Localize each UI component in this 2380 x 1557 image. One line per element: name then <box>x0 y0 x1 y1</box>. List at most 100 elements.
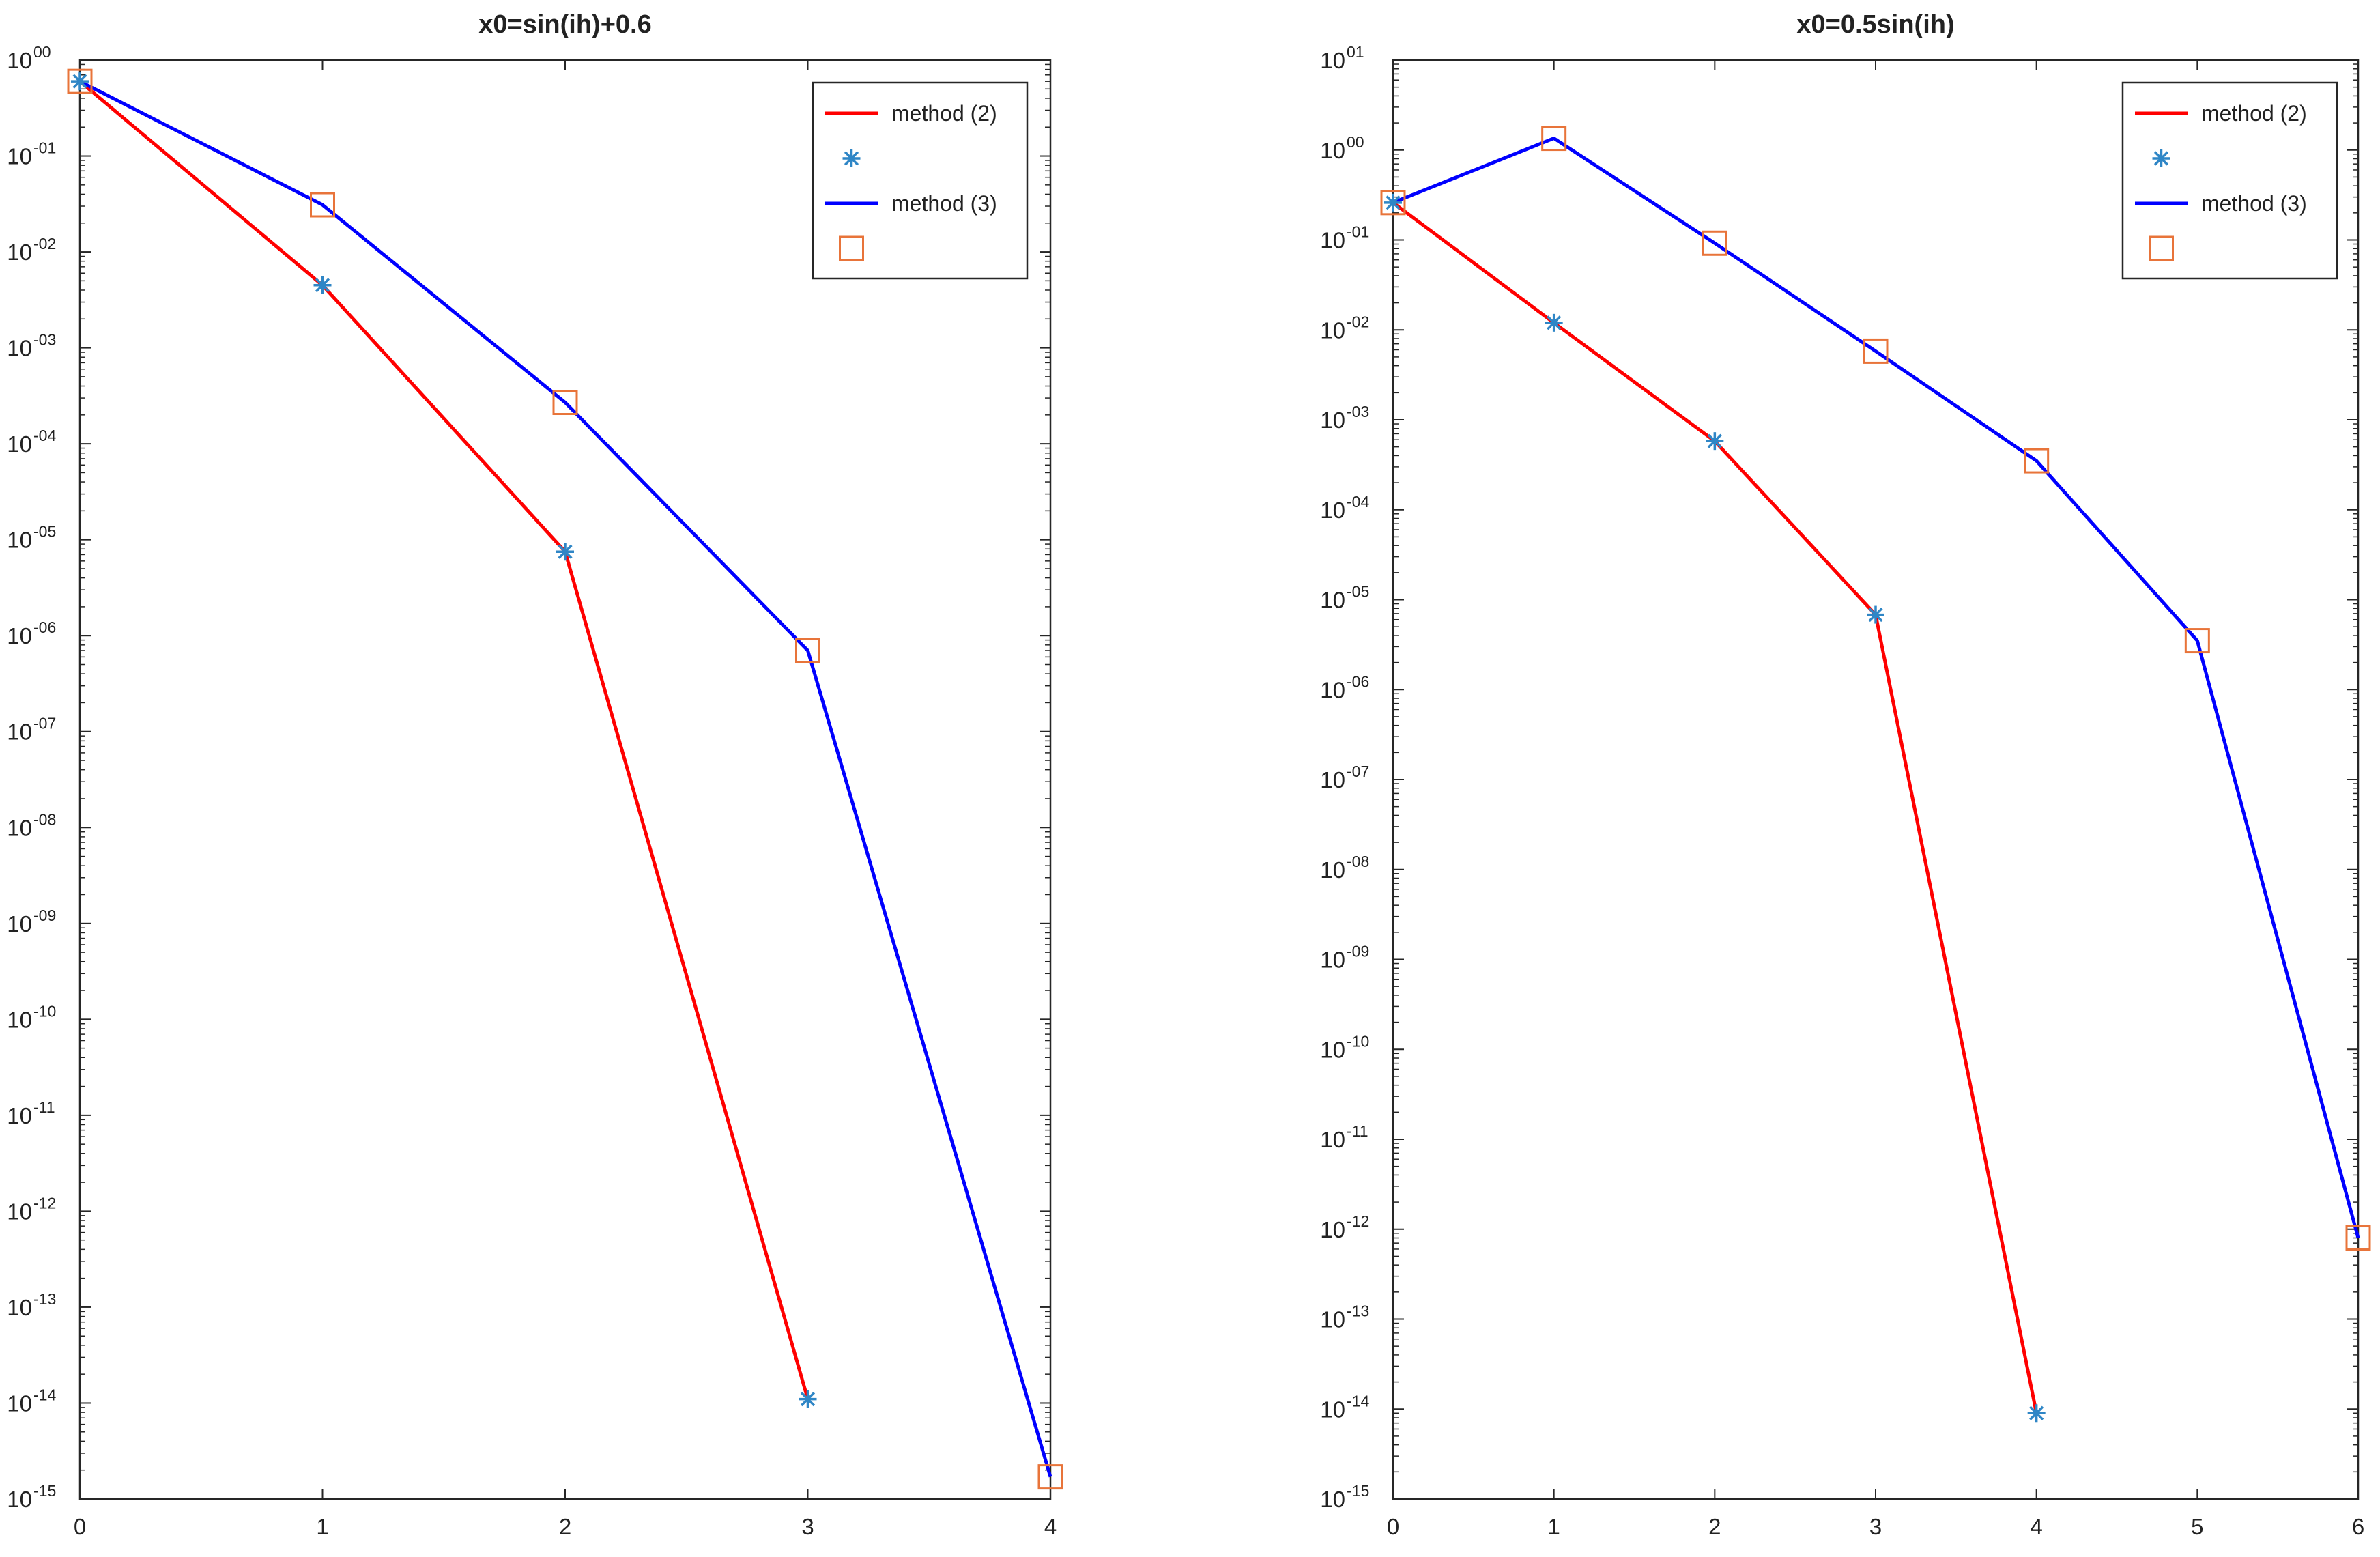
y-tick-label: 10 <box>1320 138 1345 163</box>
y-tick-base: 10 <box>1320 138 1345 163</box>
square-marker <box>795 638 820 663</box>
square-marker <box>1380 190 1406 216</box>
y-tick-exponent: -06 <box>33 618 56 636</box>
y-tick-base: 10 <box>7 336 32 361</box>
series-line-method-3 <box>78 79 1052 1478</box>
x-tick-label: 1 <box>1547 1514 1560 1539</box>
legend-label: method (3) <box>891 191 997 216</box>
y-tick-label: 10 <box>7 1007 32 1032</box>
y-tick-label: 10 <box>7 144 32 169</box>
y-tick-label: 10 <box>1320 228 1345 253</box>
square-marker <box>1702 230 1727 256</box>
asterisk-marker <box>71 72 89 91</box>
y-tick-base: 10 <box>7 431 32 457</box>
y-tick-base: 10 <box>7 48 32 73</box>
y-tick-exponent: -07 <box>1347 762 1369 780</box>
y-tick-label: 10 <box>7 431 32 457</box>
y-tick-base: 10 <box>1320 1217 1345 1242</box>
y-tick-exponent: -05 <box>1347 583 1369 601</box>
x-tick-label: 5 <box>2191 1514 2203 1539</box>
y-tick-label: 10 <box>7 1103 32 1128</box>
square-marker <box>1541 126 1567 152</box>
y-tick-base: 10 <box>7 1390 32 1416</box>
y-tick-exponent: -10 <box>33 1002 56 1020</box>
series-line-method-2 <box>1392 201 2039 1414</box>
y-tick-base: 10 <box>1320 1037 1345 1062</box>
x-tick-label: 6 <box>2352 1514 2364 1539</box>
y-tick-base: 10 <box>1320 947 1345 973</box>
y-tick-label: 10 <box>1320 408 1345 433</box>
y-tick-exponent: -01 <box>1347 223 1369 241</box>
x-tick-label: 3 <box>1869 1514 1882 1539</box>
square-marker <box>2024 448 2050 474</box>
y-tick-base: 10 <box>7 1007 32 1032</box>
x-tick-label: 0 <box>74 1514 86 1539</box>
y-tick-base: 10 <box>7 911 32 937</box>
y-tick-base: 10 <box>7 144 32 169</box>
y-tick-label: 10 <box>1320 1487 1345 1512</box>
y-tick-label: 10 <box>1320 588 1345 613</box>
y-tick-label: 10 <box>7 815 32 840</box>
y-tick-exponent: -02 <box>1347 313 1369 330</box>
y-tick-exponent: -05 <box>33 523 56 541</box>
y-tick-exponent: -08 <box>1347 853 1369 870</box>
asterisk-marker <box>1545 313 1563 332</box>
y-tick-base: 10 <box>7 1103 32 1128</box>
y-tick-exponent: -02 <box>33 235 56 253</box>
y-tick-exponent: -13 <box>1347 1302 1369 1320</box>
series-line-method-2 <box>78 80 809 1400</box>
square-marker <box>2345 1225 2371 1251</box>
x-tick-label: 4 <box>1044 1514 1057 1539</box>
asterisk-marker <box>1384 193 1402 212</box>
x-tick-label: 4 <box>2030 1514 2042 1539</box>
legend-square-swatch <box>2149 235 2174 261</box>
x-tick-label: 2 <box>559 1514 571 1539</box>
y-tick-base: 10 <box>1320 857 1345 883</box>
chart-title: x0=sin(ih)+0.6 <box>478 10 651 39</box>
y-tick-label: 10 <box>7 48 32 73</box>
y-tick-exponent: -03 <box>33 331 56 349</box>
square-marker <box>1863 338 1889 364</box>
square-marker <box>310 192 335 218</box>
y-tick-base: 10 <box>1320 588 1345 613</box>
y-tick-base: 10 <box>1320 767 1345 792</box>
legend-label: method (3) <box>2201 191 2307 216</box>
y-tick-label: 10 <box>7 528 32 553</box>
legend-label: method (2) <box>2201 101 2307 126</box>
asterisk-marker <box>313 276 332 294</box>
y-tick-base: 10 <box>7 623 32 648</box>
y-tick-exponent: -04 <box>33 427 56 444</box>
y-tick-label: 10 <box>1320 1127 1345 1152</box>
y-tick-label: 10 <box>1320 1217 1345 1242</box>
y-tick-label: 10 <box>1320 1397 1345 1422</box>
y-tick-exponent: -10 <box>1347 1032 1369 1050</box>
x-tick-label: 2 <box>1708 1514 1721 1539</box>
legend-label: method (2) <box>891 101 997 126</box>
y-tick-base: 10 <box>1320 498 1345 523</box>
asterisk-marker <box>799 1390 817 1408</box>
y-tick-exponent: -15 <box>33 1482 56 1500</box>
y-tick-label: 10 <box>7 1390 32 1416</box>
square-marker <box>552 390 578 416</box>
y-tick-base: 10 <box>7 1487 32 1512</box>
y-tick-exponent: -08 <box>33 810 56 828</box>
legend-asterisk-swatch <box>2152 149 2170 167</box>
y-tick-label: 10 <box>7 719 32 745</box>
y-tick-base: 10 <box>1320 1127 1345 1152</box>
y-tick-label: 10 <box>1320 677 1345 702</box>
y-tick-base: 10 <box>1320 1487 1345 1512</box>
x-tick-label: 0 <box>1387 1514 1399 1539</box>
y-tick-label: 10 <box>7 1199 32 1224</box>
y-tick-base: 10 <box>7 1199 32 1224</box>
y-tick-label: 10 <box>1320 1037 1345 1062</box>
y-tick-exponent: -07 <box>33 715 56 732</box>
y-tick-exponent: -01 <box>33 139 56 157</box>
y-tick-label: 10 <box>7 336 32 361</box>
y-tick-exponent: -13 <box>33 1290 56 1308</box>
asterisk-marker <box>1867 605 1884 624</box>
y-tick-label: 10 <box>1320 48 1345 73</box>
y-tick-base: 10 <box>1320 1397 1345 1422</box>
